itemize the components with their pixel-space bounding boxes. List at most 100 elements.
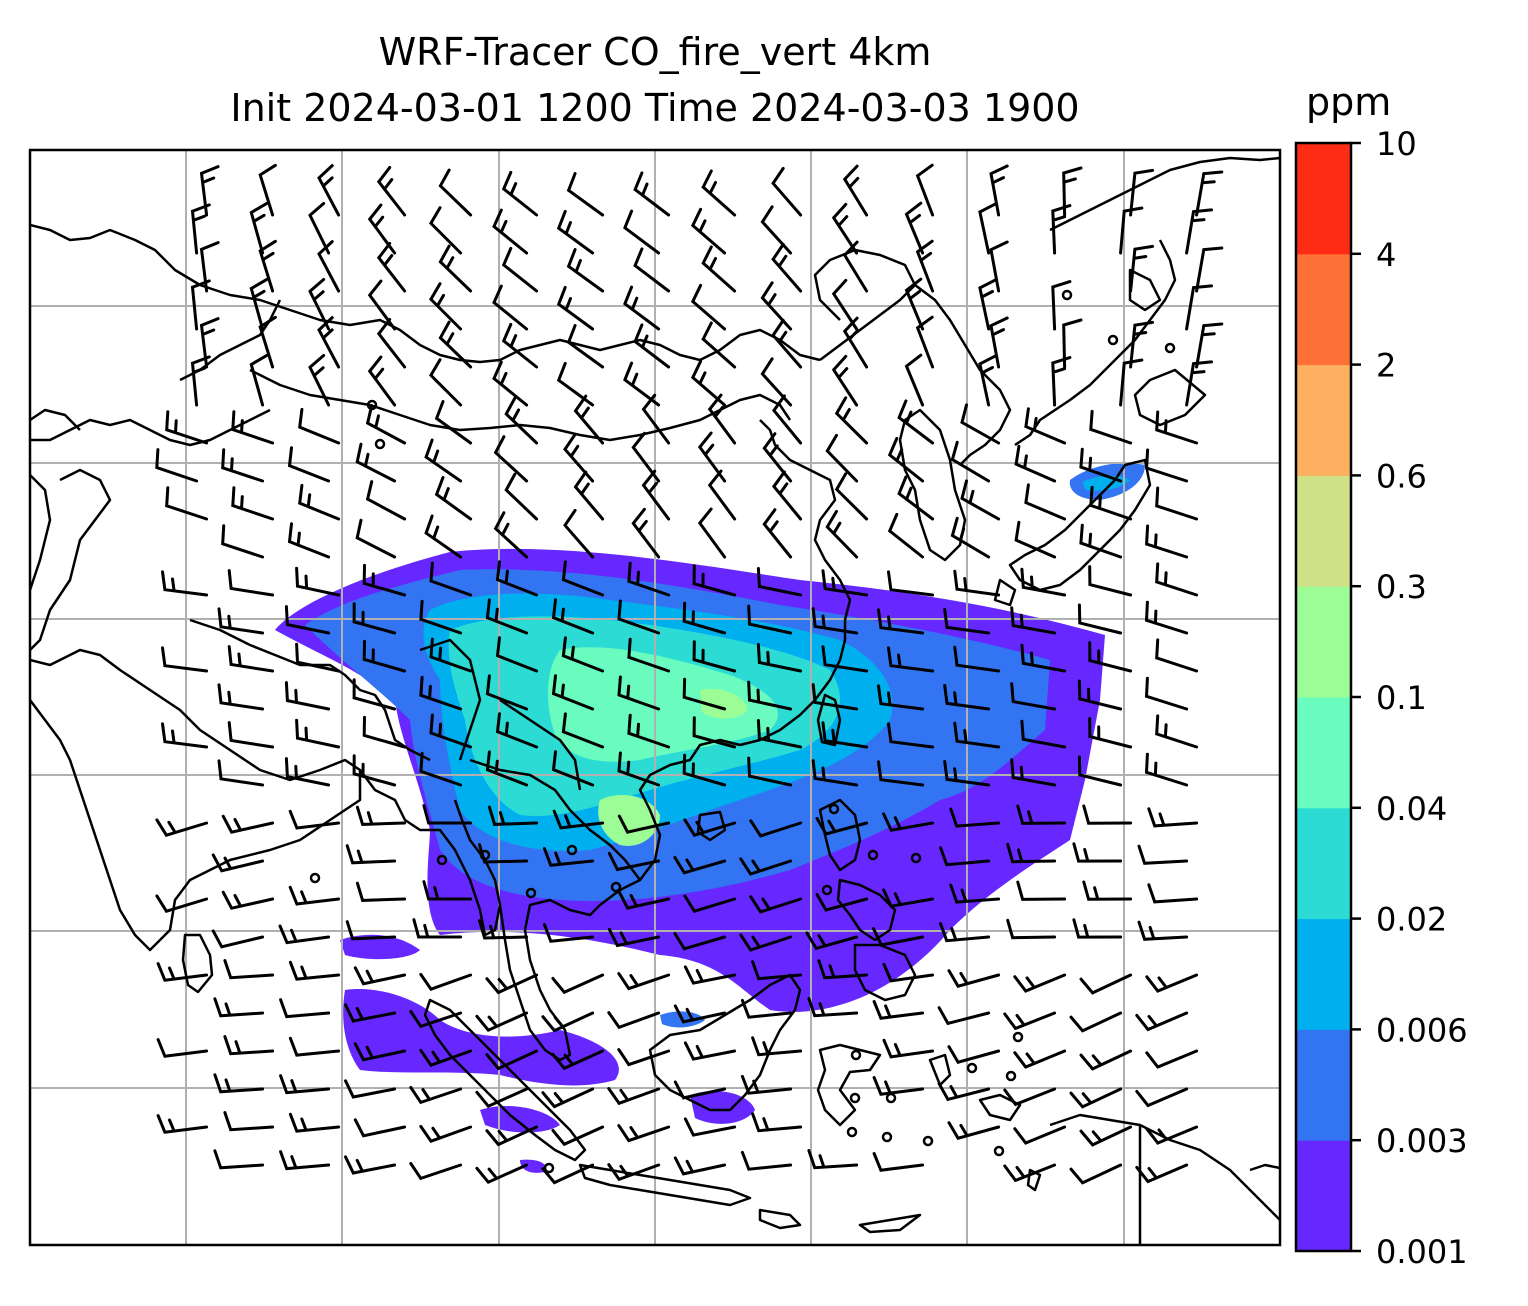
map-title-line-1: WRF-Tracer CO_fire_vert 4km	[378, 30, 932, 74]
coast-philippines-luzon	[818, 798, 862, 872]
wind-barb	[760, 205, 793, 255]
wind-barb	[551, 1049, 605, 1071]
colorbar-segment	[1296, 918, 1351, 1030]
wind-barb	[475, 1087, 529, 1109]
coast-russia-far-east	[1049, 156, 1280, 232]
wind-barb	[1195, 322, 1224, 369]
wind-barb	[607, 1087, 661, 1106]
wind-barb	[1129, 168, 1155, 217]
wind-barb	[1145, 973, 1199, 993]
wind-barb	[1072, 918, 1123, 939]
wind-barb	[887, 512, 925, 559]
wind-barb	[161, 722, 209, 749]
wind-barb	[541, 1011, 595, 1033]
wind-barb	[419, 972, 473, 992]
wind-barb	[504, 472, 539, 521]
wind-barb	[295, 642, 341, 673]
wind-barb	[221, 814, 275, 834]
wind-barb	[811, 607, 859, 635]
wind-barb	[298, 407, 341, 445]
wind-barb	[673, 1080, 727, 1100]
wind-barb	[872, 1000, 925, 1020]
wind-barb	[367, 203, 397, 255]
wind-barb	[825, 509, 859, 559]
wind-barb	[165, 410, 209, 445]
wind-barb	[284, 681, 331, 711]
wind-barb	[367, 355, 397, 407]
wind-barb	[429, 637, 473, 673]
colorbar-segment	[1296, 475, 1351, 587]
wind-barb	[1016, 804, 1067, 825]
plume-south-patch-1	[340, 934, 420, 960]
wind-barb	[989, 164, 1009, 217]
wind-barb	[1135, 1163, 1189, 1184]
wind-barb	[623, 361, 661, 407]
wind-barb	[475, 1163, 529, 1185]
wind-barb	[422, 804, 473, 825]
wind-barb	[165, 486, 209, 521]
coast-japan-hokkaido	[1133, 368, 1207, 427]
wind-barb	[288, 1112, 341, 1133]
wind-barb	[882, 1038, 935, 1059]
wind-barb	[960, 403, 1001, 445]
wind-barb	[284, 605, 331, 635]
wind-barb	[747, 604, 793, 635]
wind-barb	[1079, 523, 1123, 559]
wind-barb	[1020, 643, 1067, 673]
border-himalaya	[189, 618, 431, 762]
wind-barb	[749, 819, 803, 838]
wind-barb	[690, 359, 727, 407]
wind-barb	[563, 508, 595, 559]
wind-barb	[429, 206, 463, 255]
wind-barb	[1089, 485, 1133, 521]
wind-barb	[701, 321, 737, 369]
wind-barb	[344, 1003, 397, 1023]
wind-barb	[223, 1035, 275, 1056]
wind-barb	[627, 637, 671, 673]
coast-sri-lanka	[181, 933, 214, 994]
wind-barb	[1145, 524, 1189, 559]
wind-barb	[288, 1036, 341, 1057]
wind-barb	[683, 894, 737, 913]
plume-core-level-6b	[700, 688, 748, 719]
wind-barb	[501, 170, 539, 217]
wind-barb	[760, 281, 793, 331]
wind-barb	[1013, 1125, 1067, 1145]
wind-barb	[485, 973, 539, 995]
wind-barb	[211, 853, 265, 873]
wind-barb	[692, 716, 737, 749]
wind-barb	[690, 207, 727, 255]
wind-barb	[939, 922, 991, 943]
wind-barb	[1155, 410, 1199, 445]
wind-barb	[422, 880, 473, 901]
wind-barb	[1010, 758, 1057, 787]
wind-barb	[317, 316, 341, 369]
wind-barb	[1077, 679, 1123, 711]
wind-barb	[541, 1087, 595, 1109]
wind-barb	[697, 431, 727, 483]
wind-barb	[551, 598, 595, 635]
coast-indochina	[599, 620, 847, 906]
wind-barb	[949, 883, 1001, 904]
wind-barb	[1020, 719, 1067, 749]
wind-barb	[1144, 752, 1189, 787]
wind-barb	[1195, 170, 1224, 217]
wind-barb	[429, 713, 473, 749]
plume-south-patch-2	[343, 989, 619, 1086]
wind-barb	[353, 966, 407, 986]
wind-barb	[190, 203, 211, 255]
wind-barb	[617, 1124, 671, 1143]
wind-barb	[1077, 755, 1123, 787]
wind-barb	[223, 1111, 275, 1132]
wind-barb	[573, 470, 605, 521]
wind-barb	[939, 846, 991, 867]
wind-barb	[561, 560, 605, 597]
colorbar-tick-label: 4	[1376, 236, 1396, 274]
wind-barb	[1006, 842, 1057, 864]
wind-barb	[288, 885, 341, 906]
wind-barb	[478, 919, 529, 940]
colorbar-segment	[1296, 586, 1351, 698]
wind-barb	[1024, 483, 1067, 521]
plume-south-patch-4	[690, 1090, 755, 1124]
wind-barb	[747, 680, 793, 711]
